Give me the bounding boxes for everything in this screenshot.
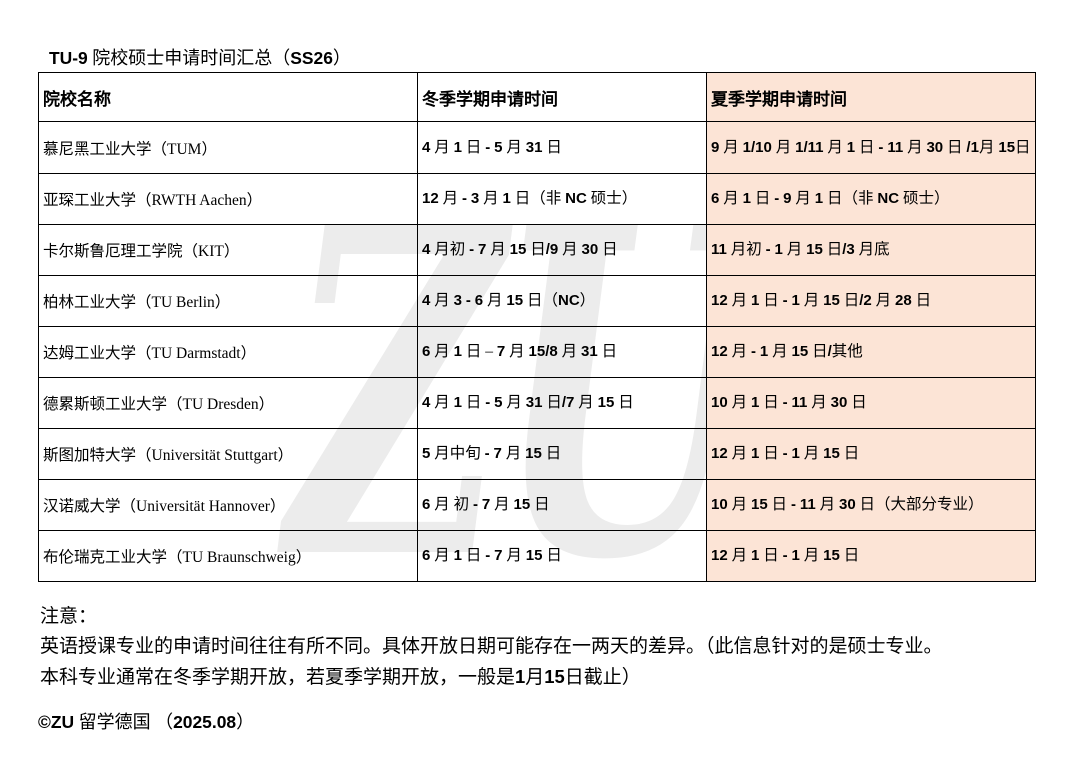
table-row: 达姆工业大学（TU Darmstadt） 6 月 1 日 – 7 月 15/8 … bbox=[38, 326, 1036, 378]
summer-period-cell: 9 月 1/10 月 1/11 月 1 日 - 11 月 30 日 /1月 15… bbox=[706, 121, 1036, 174]
winter-period-cell: 4 月 3 - 6 月 15 日（NC） bbox=[417, 275, 707, 327]
university-name-cell: 柏林工业大学（TU Berlin） bbox=[38, 275, 418, 327]
summer-period-cell: 10 月 15 日 - 11 月 30 日（大部分专业） bbox=[706, 479, 1036, 531]
summer-period-cell: 12 月 1 日 - 1 月 15 日/2 月 28 日 bbox=[706, 275, 1036, 327]
university-name-cell: 达姆工业大学（TU Darmstadt） bbox=[38, 326, 418, 378]
table-row: 斯图加特大学（Universität Stuttgart） 5 月中旬 - 7 … bbox=[38, 428, 1036, 480]
university-name-cell: 卡尔斯鲁厄理工学院（KIT） bbox=[38, 224, 418, 276]
winter-period-cell: 4 月 1 日 - 5 月 31 日/7 月 15 日 bbox=[417, 377, 707, 429]
table-row: 汉诺威大学（Universität Hannover） 6 月 初 - 7 月 … bbox=[38, 479, 1036, 531]
col-header-winter: 冬季学期申请时间 bbox=[417, 72, 707, 122]
copyright: ©ZU 留学德国 （2025.08） bbox=[38, 712, 255, 732]
winter-period-cell: 6 月 初 - 7 月 15 日 bbox=[417, 479, 707, 531]
header-row: 院校名称 冬季学期申请时间 夏季学期申请时间 bbox=[38, 72, 1036, 122]
page-title: TU-9 院校硕士申请时间汇总（SS26） bbox=[49, 48, 351, 68]
summer-period-cell: 12 月 - 1 月 15 日/其他 bbox=[706, 326, 1036, 378]
university-name-cell: 斯图加特大学（Universität Stuttgart） bbox=[38, 428, 418, 480]
winter-period-cell: 4 月 1 日 - 5 月 31 日 bbox=[417, 121, 707, 174]
col-header-university: 院校名称 bbox=[38, 72, 418, 122]
university-name-cell: 德累斯顿工业大学（TU Dresden） bbox=[38, 377, 418, 429]
university-name-cell: 亚琛工业大学（RWTH Aachen） bbox=[38, 173, 418, 225]
university-name-cell: 布伦瑞克工业大学（TU Braunschweig） bbox=[38, 530, 418, 582]
notes-line2: 本科专业通常在冬季学期开放，若夏季学期开放，一般是1月15日截止） bbox=[40, 666, 641, 688]
summer-period-cell: 10 月 1 日 - 11 月 30 日 bbox=[706, 377, 1036, 429]
winter-period-cell: 4 月初 - 7 月 15 日/9 月 30 日 bbox=[417, 224, 707, 276]
notes-block: 注意： 英语授课专业的申请时间往往有所不同。具体开放日期可能存在一两天的差异。（… bbox=[40, 602, 1050, 693]
summer-period-cell: 11 月初 - 1 月 15 日/3 月底 bbox=[706, 224, 1036, 276]
university-name-cell: 汉诺威大学（Universität Hannover） bbox=[38, 479, 418, 531]
winter-period-cell: 12 月 - 3 月 1 日（非 NC 硕士） bbox=[417, 173, 707, 225]
winter-period-cell: 6 月 1 日 – 7 月 15/8 月 31 日 bbox=[417, 326, 707, 378]
winter-period-cell: 6 月 1 日 - 7 月 15 日 bbox=[417, 530, 707, 582]
summer-period-cell: 12 月 1 日 - 1 月 15 日 bbox=[706, 530, 1036, 582]
notes-line1: 英语授课专业的申请时间往往有所不同。具体开放日期可能存在一两天的差异。（此信息针… bbox=[40, 636, 943, 657]
table-row: 慕尼黑工业大学（TUM） 4 月 1 日 - 5 月 31 日 9 月 1/10… bbox=[38, 121, 1036, 174]
col-header-summer: 夏季学期申请时间 bbox=[706, 72, 1036, 122]
university-name-cell: 慕尼黑工业大学（TUM） bbox=[38, 121, 418, 174]
table-row: 布伦瑞克工业大学（TU Braunschweig） 6 月 1 日 - 7 月 … bbox=[38, 530, 1036, 582]
summer-period-cell: 6 月 1 日 - 9 月 1 日（非 NC 硕士） bbox=[706, 173, 1036, 225]
table-row: 卡尔斯鲁厄理工学院（KIT） 4 月初 - 7 月 15 日/9 月 30 日 … bbox=[38, 224, 1036, 276]
notes-label: 注意： bbox=[40, 606, 98, 627]
winter-period-cell: 5 月中旬 - 7 月 15 日 bbox=[417, 428, 707, 480]
table-row: 亚琛工业大学（RWTH Aachen） 12 月 - 3 月 1 日（非 NC … bbox=[38, 173, 1036, 225]
table-row: 柏林工业大学（TU Berlin） 4 月 3 - 6 月 15 日（NC） 1… bbox=[38, 275, 1036, 327]
application-times-table: 院校名称 冬季学期申请时间 夏季学期申请时间 慕尼黑工业大学（TUM） 4 月 … bbox=[38, 72, 1036, 582]
summer-period-cell: 12 月 1 日 - 1 月 15 日 bbox=[706, 428, 1036, 480]
table-row: 德累斯顿工业大学（TU Dresden） 4 月 1 日 - 5 月 31 日/… bbox=[38, 377, 1036, 429]
